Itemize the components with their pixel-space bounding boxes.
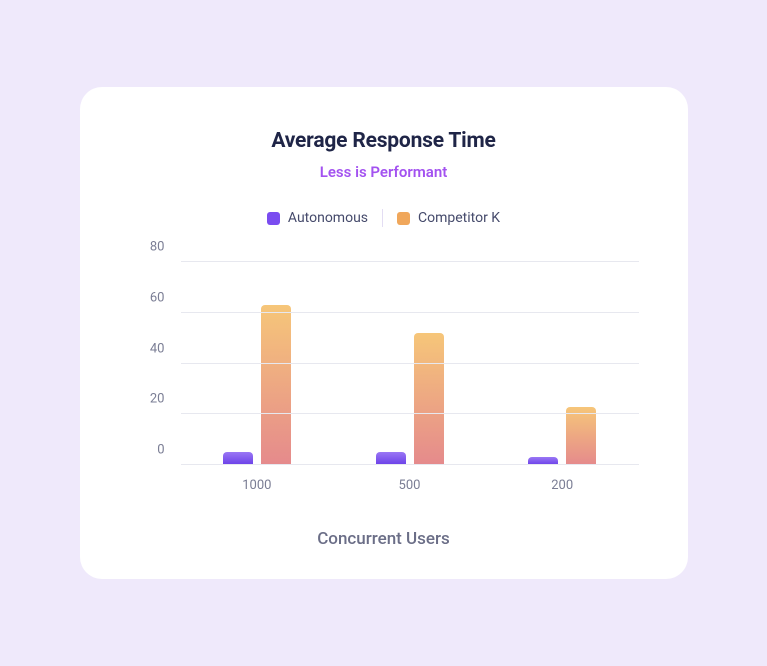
y-axis: 020406080 <box>129 262 171 465</box>
legend-swatch-competitor <box>397 212 410 225</box>
bar-group <box>333 262 486 465</box>
y-tick-label: 0 <box>129 443 165 458</box>
y-tick-label: 40 <box>129 341 165 356</box>
y-tick-label: 20 <box>129 392 165 407</box>
legend-label-autonomous: Autonomous <box>288 210 368 226</box>
chart-title: Average Response Time <box>271 129 495 153</box>
page-background: Average Response Time Less is Performant… <box>0 0 767 666</box>
x-tick-label: 1000 <box>181 478 334 493</box>
legend-item-competitor: Competitor K <box>397 210 500 226</box>
chart-card: Average Response Time Less is Performant… <box>80 87 688 579</box>
gridline <box>181 413 639 414</box>
gridline <box>181 464 639 465</box>
bar-competitor <box>261 305 291 465</box>
y-tick-label: 60 <box>129 290 165 305</box>
bar-competitor <box>414 333 444 465</box>
x-axis-title: Concurrent Users <box>317 529 450 549</box>
gridline <box>181 312 639 313</box>
y-tick-label: 80 <box>129 240 165 255</box>
bar-competitor <box>566 407 596 465</box>
chart-plot-area: 020406080 1000500200 <box>129 262 639 489</box>
legend-item-autonomous: Autonomous <box>267 210 368 226</box>
x-tick-label: 200 <box>486 478 639 493</box>
gridline <box>181 261 639 262</box>
legend-label-competitor: Competitor K <box>418 210 500 226</box>
bar-group <box>486 262 639 465</box>
chart-legend: Autonomous Competitor K <box>267 209 500 227</box>
bar-group <box>181 262 334 465</box>
chart-subtitle: Less is Performant <box>320 163 448 181</box>
bar-groups <box>181 262 639 465</box>
x-tick-label: 500 <box>333 478 486 493</box>
gridline <box>181 363 639 364</box>
plot <box>181 262 639 465</box>
legend-divider <box>382 209 383 227</box>
legend-swatch-autonomous <box>267 212 280 225</box>
x-axis-labels: 1000500200 <box>181 478 639 493</box>
